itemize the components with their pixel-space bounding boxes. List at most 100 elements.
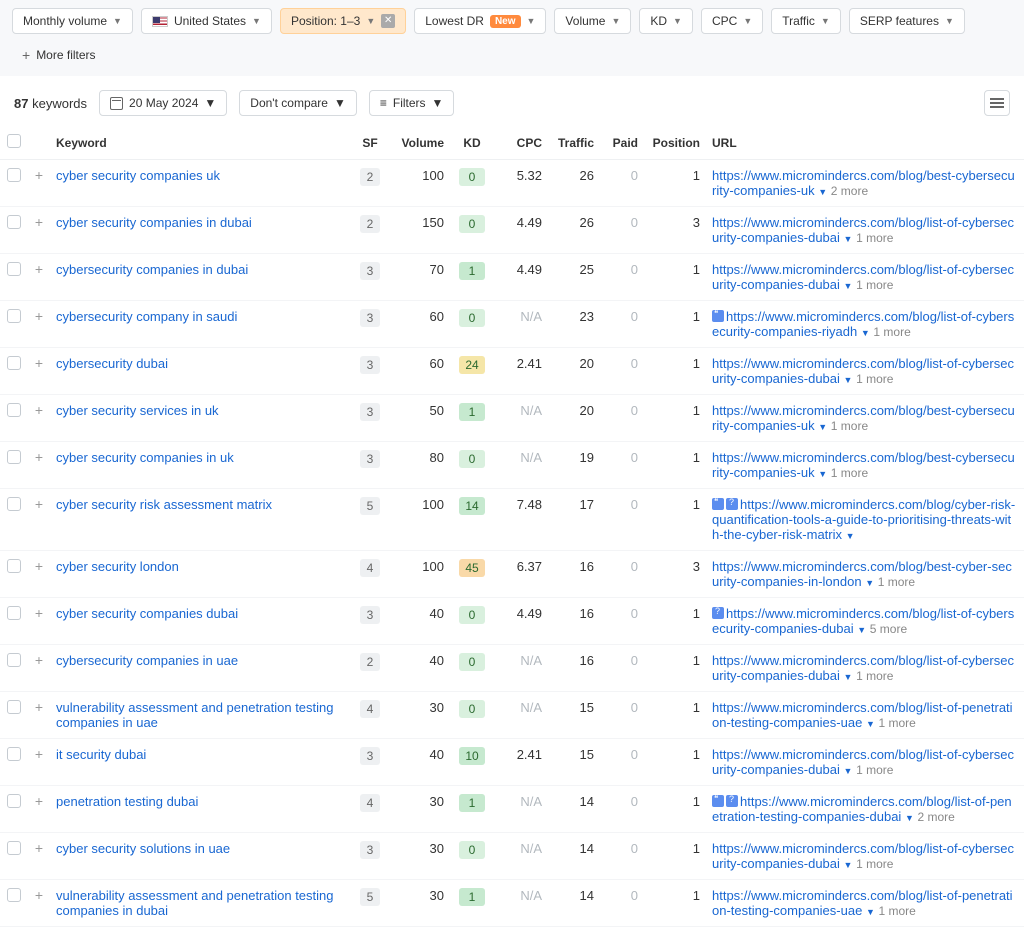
add-button[interactable]: +	[35, 356, 43, 370]
chevron-down-icon[interactable]: ▼	[844, 375, 853, 385]
row-checkbox[interactable]	[7, 168, 21, 182]
keyword-link[interactable]: cybersecurity company in saudi	[56, 309, 237, 324]
keyword-link[interactable]: cyber security solutions in uae	[56, 841, 230, 856]
more-link[interactable]: 2 more	[831, 184, 868, 198]
chevron-down-icon[interactable]: ▼	[844, 766, 853, 776]
sf-badge[interactable]: 4	[360, 559, 381, 577]
filter-position[interactable]: Position: 1–3▼✕	[280, 8, 406, 34]
sf-badge[interactable]: 3	[360, 403, 381, 421]
select-all-checkbox[interactable]	[7, 134, 21, 148]
chevron-down-icon[interactable]: ▼	[818, 187, 827, 197]
chevron-down-icon[interactable]: ▼	[857, 625, 866, 635]
chevron-down-icon[interactable]: ▼	[818, 422, 827, 432]
chevron-down-icon[interactable]: ▼	[844, 860, 853, 870]
add-button[interactable]: +	[35, 497, 43, 511]
keyword-link[interactable]: cyber security companies dubai	[56, 606, 238, 621]
chevron-down-icon[interactable]: ▼	[844, 281, 853, 291]
more-link[interactable]: 1 more	[878, 904, 915, 918]
filters-dropdown[interactable]: ≡Filters▼	[369, 90, 455, 116]
add-button[interactable]: +	[35, 559, 43, 573]
sf-badge[interactable]: 2	[360, 653, 381, 671]
keyword-link[interactable]: vulnerability assessment and penetration…	[56, 888, 334, 918]
row-checkbox[interactable]	[7, 700, 21, 714]
row-checkbox[interactable]	[7, 215, 21, 229]
col-paid[interactable]: Paid	[600, 126, 644, 160]
sf-badge[interactable]: 4	[360, 700, 381, 718]
url-link[interactable]: https://www.micromindercs.com/blog/list-…	[712, 888, 1013, 918]
row-checkbox[interactable]	[7, 888, 21, 902]
row-checkbox[interactable]	[7, 450, 21, 464]
chevron-down-icon[interactable]: ▼	[866, 907, 875, 917]
more-link[interactable]: 1 more	[856, 763, 893, 777]
add-button[interactable]: +	[35, 309, 43, 323]
more-link[interactable]: 1 more	[831, 466, 868, 480]
col-position[interactable]: Position	[644, 126, 706, 160]
url-link[interactable]: https://www.micromindercs.com/blog/list-…	[712, 794, 1012, 824]
chevron-down-icon[interactable]: ▼	[844, 234, 853, 244]
chevron-down-icon[interactable]: ▼	[866, 719, 875, 729]
more-link[interactable]: 1 more	[856, 857, 893, 871]
col-volume[interactable]: Volume	[390, 126, 450, 160]
col-cpc[interactable]: CPC	[494, 126, 548, 160]
close-icon[interactable]: ✕	[381, 14, 395, 28]
row-checkbox[interactable]	[7, 309, 21, 323]
filter-monthly-volume[interactable]: Monthly volume▼	[12, 8, 133, 34]
filter-cpc[interactable]: CPC▼	[701, 8, 763, 34]
col-url[interactable]: URL	[706, 126, 1024, 160]
sf-badge[interactable]: 3	[360, 606, 381, 624]
add-button[interactable]: +	[35, 606, 43, 620]
chevron-down-icon[interactable]: ▼	[861, 328, 870, 338]
row-checkbox[interactable]	[7, 403, 21, 417]
more-link[interactable]: 5 more	[870, 622, 907, 636]
sf-badge[interactable]: 4	[360, 794, 381, 812]
filter-traffic[interactable]: Traffic▼	[771, 8, 841, 34]
chevron-down-icon[interactable]: ▼	[905, 813, 914, 823]
keyword-link[interactable]: cyber security services in uk	[56, 403, 219, 418]
more-link[interactable]: 1 more	[856, 372, 893, 386]
sf-badge[interactable]: 3	[360, 450, 381, 468]
col-keyword[interactable]: Keyword	[50, 126, 350, 160]
url-link[interactable]: https://www.micromindercs.com/blog/cyber…	[712, 497, 1015, 542]
chevron-down-icon[interactable]: ▼	[844, 672, 853, 682]
row-checkbox[interactable]	[7, 262, 21, 276]
more-link[interactable]: 2 more	[918, 810, 955, 824]
sf-badge[interactable]: 2	[360, 168, 381, 186]
chevron-down-icon[interactable]: ▼	[865, 578, 874, 588]
filter-kd[interactable]: KD▼	[639, 8, 693, 34]
sf-badge[interactable]: 3	[360, 356, 381, 374]
add-button[interactable]: +	[35, 700, 43, 714]
keyword-link[interactable]: cyber security companies uk	[56, 168, 220, 183]
sf-badge[interactable]: 3	[360, 262, 381, 280]
more-link[interactable]: 1 more	[831, 419, 868, 433]
chevron-down-icon[interactable]: ▼	[818, 469, 827, 479]
keyword-link[interactable]: cyber security companies in uk	[56, 450, 234, 465]
more-link[interactable]: 1 more	[873, 325, 910, 339]
col-traffic[interactable]: Traffic	[548, 126, 600, 160]
url-link[interactable]: https://www.micromindercs.com/blog/list-…	[712, 700, 1013, 730]
row-checkbox[interactable]	[7, 841, 21, 855]
more-link[interactable]: 1 more	[878, 716, 915, 730]
add-button[interactable]: +	[35, 794, 43, 808]
sf-badge[interactable]: 2	[360, 215, 381, 233]
more-link[interactable]: 1 more	[878, 575, 915, 589]
sf-badge[interactable]: 3	[360, 747, 381, 765]
sf-badge[interactable]: 3	[360, 309, 381, 327]
filter-country[interactable]: United States▼	[141, 8, 272, 34]
sf-badge[interactable]: 3	[360, 841, 381, 859]
keyword-link[interactable]: cyber security london	[56, 559, 179, 574]
chevron-down-icon[interactable]: ▼	[846, 531, 855, 541]
add-button[interactable]: +	[35, 215, 43, 229]
date-picker[interactable]: 20 May 2024▼	[99, 90, 227, 116]
col-sf[interactable]: SF	[350, 126, 390, 160]
add-button[interactable]: +	[35, 653, 43, 667]
more-link[interactable]: 1 more	[856, 669, 893, 683]
add-button[interactable]: +	[35, 262, 43, 276]
row-checkbox[interactable]	[7, 559, 21, 573]
keyword-link[interactable]: cybersecurity companies in uae	[56, 653, 238, 668]
url-link[interactable]: https://www.micromindercs.com/blog/best-…	[712, 559, 1012, 589]
add-button[interactable]: +	[35, 450, 43, 464]
row-checkbox[interactable]	[7, 794, 21, 808]
more-link[interactable]: 1 more	[856, 231, 893, 245]
keyword-link[interactable]: penetration testing dubai	[56, 794, 198, 809]
keyword-link[interactable]: vulnerability assessment and penetration…	[56, 700, 334, 730]
